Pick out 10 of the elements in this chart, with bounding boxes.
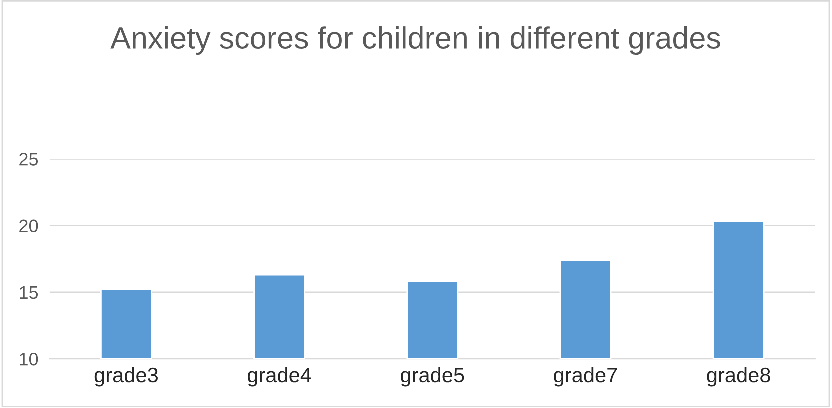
y-tick-label: 15 — [20, 286, 38, 300]
y-tick-label: 25 — [20, 153, 38, 166]
y-tick-label: 10 — [20, 352, 38, 366]
x-tick-label: grade3 — [94, 367, 158, 387]
x-tick-label: grade7 — [554, 367, 618, 387]
chart-title: Anxiety scores for children in different grades — [110, 26, 720, 56]
x-tick-label: grade8 — [707, 367, 770, 387]
y-tick-label: 20 — [20, 220, 38, 232]
x-tick-label: grade4 — [248, 367, 312, 387]
x-tick-label: grade5 — [401, 367, 464, 387]
